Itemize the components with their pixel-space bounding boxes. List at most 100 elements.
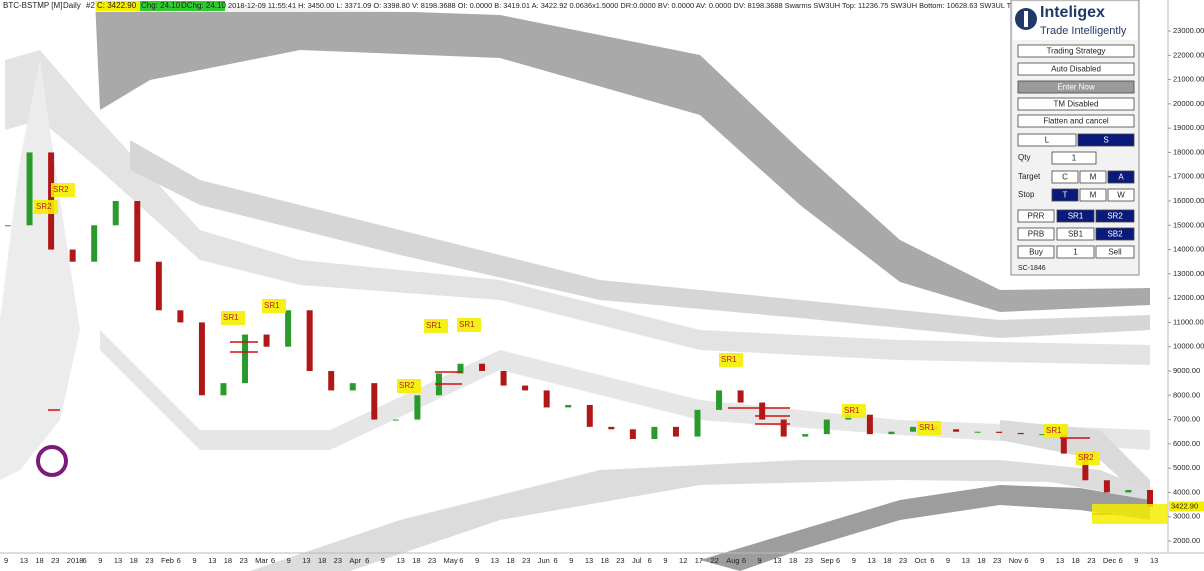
x-tick-label: 23	[993, 556, 1001, 565]
button-bg[interactable]	[1017, 209, 1055, 223]
button-bg[interactable]	[1051, 151, 1097, 165]
button-bg[interactable]	[1107, 188, 1135, 202]
button[interactable]: Flatten and cancel	[1017, 114, 1135, 128]
button-bg[interactable]	[1051, 188, 1079, 202]
button[interactable]: Buy	[1017, 245, 1055, 259]
candle	[651, 426, 658, 439]
button[interactable]: SR1	[1056, 209, 1095, 223]
candle	[974, 431, 981, 433]
button-bg[interactable]	[1107, 170, 1135, 184]
button-label[interactable]: M	[1090, 191, 1097, 200]
candle	[479, 363, 486, 371]
y-tick-label: 7000.00	[1173, 415, 1200, 424]
button-label[interactable]: M	[1090, 173, 1097, 182]
x-tick-label: Jun	[538, 556, 550, 565]
button-label[interactable]: W	[1117, 191, 1125, 200]
candle	[737, 390, 744, 403]
button-label[interactable]: Buy	[1029, 248, 1043, 257]
button-bg[interactable]	[1017, 44, 1135, 58]
button-label[interactable]: Flatten and cancel	[1043, 117, 1109, 126]
x-tick-label: 23	[239, 556, 247, 565]
button-label[interactable]: SB1	[1068, 230, 1084, 239]
annotation-box	[917, 421, 941, 435]
button-label[interactable]: T	[1063, 191, 1068, 200]
button-bg[interactable]	[1095, 245, 1135, 259]
button-bg[interactable]	[1095, 209, 1135, 223]
button[interactable]: TM Disabled	[1017, 97, 1135, 111]
button-bg[interactable]	[1077, 133, 1135, 147]
button-label[interactable]: Auto Disabled	[1051, 65, 1101, 74]
button[interactable]: M	[1079, 170, 1107, 184]
button-label[interactable]: C	[1062, 173, 1068, 182]
button[interactable]: PRR	[1017, 209, 1055, 223]
button-label[interactable]: TM Disabled	[1054, 100, 1099, 109]
button-bg[interactable]	[1017, 245, 1055, 259]
button-bg[interactable]	[1051, 170, 1079, 184]
button-bg[interactable]	[1017, 62, 1135, 76]
symbol: BTC-BSTMP [M]	[3, 1, 62, 10]
button[interactable]: C	[1051, 170, 1079, 184]
button-bg[interactable]	[1056, 245, 1095, 259]
button[interactable]: PRB	[1017, 227, 1055, 241]
button-bg[interactable]	[1056, 209, 1095, 223]
button-label[interactable]: PRR	[1028, 212, 1045, 221]
y-tick-label: 23000.00	[1173, 26, 1204, 35]
button-label[interactable]: A	[1118, 173, 1124, 182]
x-tick-label: May	[444, 556, 458, 565]
button[interactable]: SR2	[1095, 209, 1135, 223]
annotation: SR1	[426, 321, 442, 330]
button-bg[interactable]	[1079, 188, 1107, 202]
tagline: Trade Intelligently	[1040, 25, 1127, 37]
button-bg[interactable]	[1017, 114, 1135, 128]
candle	[608, 426, 615, 430]
button-bg[interactable]	[1017, 133, 1077, 147]
x-tick-label: 2018	[67, 556, 84, 565]
button[interactable]: Trading Strategy	[1017, 44, 1135, 58]
button[interactable]: W	[1107, 188, 1135, 202]
candle	[134, 201, 141, 262]
button-bg[interactable]	[1017, 97, 1135, 111]
button[interactable]: SB1	[1056, 227, 1095, 241]
candle	[91, 225, 98, 262]
button-label[interactable]: SB2	[1107, 230, 1123, 239]
button[interactable]: L	[1017, 133, 1077, 147]
button[interactable]: SB2	[1095, 227, 1135, 241]
last-price-box	[1169, 501, 1204, 512]
candle	[759, 402, 766, 420]
button-label[interactable]: S	[1103, 136, 1108, 145]
button[interactable]: Sell	[1095, 245, 1135, 259]
button[interactable]: A	[1107, 170, 1135, 184]
button-label[interactable]: 1	[1072, 154, 1077, 163]
stop-label: Stop	[1018, 190, 1035, 199]
header-bg	[0, 0, 1010, 12]
button[interactable]: M	[1079, 188, 1107, 202]
logo-icon-bar	[1024, 11, 1028, 27]
button-label[interactable]: SR1	[1068, 212, 1084, 221]
annotation-box	[457, 318, 481, 332]
button-label[interactable]: PRB	[1028, 230, 1044, 239]
button-label[interactable]: L	[1045, 136, 1050, 145]
button-bg[interactable]	[1056, 227, 1095, 241]
panel-id: SC-1846	[1018, 265, 1046, 272]
button-label[interactable]: SR2	[1107, 212, 1123, 221]
button-label[interactable]: Sell	[1108, 248, 1122, 257]
annotation: SR2	[399, 381, 415, 390]
candle	[780, 419, 787, 437]
button-bg[interactable]	[1017, 227, 1055, 241]
button[interactable]: Enter Now	[1017, 80, 1135, 94]
button-label[interactable]: Trading Strategy	[1047, 47, 1106, 56]
button-label[interactable]: 1	[1073, 248, 1078, 257]
button[interactable]: 1	[1051, 151, 1097, 165]
candle	[112, 201, 119, 226]
button[interactable]: T	[1051, 188, 1079, 202]
button-bg[interactable]	[1095, 227, 1135, 241]
button[interactable]: Auto Disabled	[1017, 62, 1135, 76]
button[interactable]: S	[1077, 133, 1135, 147]
candle	[866, 414, 873, 435]
candle	[716, 390, 723, 410]
button-bg[interactable]	[1017, 80, 1135, 94]
button[interactable]: 1	[1056, 245, 1095, 259]
button-bg[interactable]	[1079, 170, 1107, 184]
button-label[interactable]: Enter Now	[1057, 83, 1095, 92]
